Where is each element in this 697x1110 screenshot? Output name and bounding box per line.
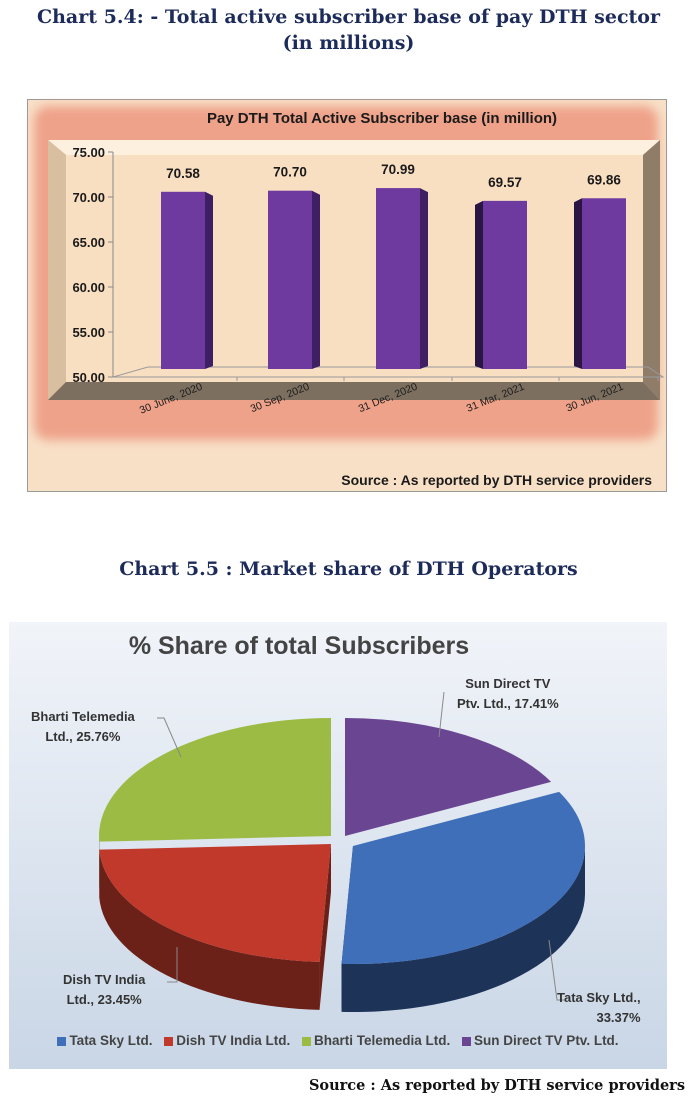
svg-text:70.00: 70.00 [72,190,105,205]
svg-text:69.57: 69.57 [488,175,522,190]
svg-text:69.86: 69.86 [587,172,621,187]
legend-label: Tata Sky Ltd. [69,1033,153,1048]
label-sun-direct: Sun Direct TV Ptv. Ltd., 17.41% [457,674,559,714]
label-tata-sky: Tata Sky Ltd., 33.37% [557,988,641,1028]
pie-chart-title: % Share of total Subscribers [128,632,470,660]
label-line: Bharti Telemedia [31,709,135,724]
pie-legend: Tata Sky Ltd. Dish TV India Ltd. Bharti … [9,1033,667,1048]
chart1-heading-line1: Chart 5.4: - Total active subscriber bas… [37,6,660,28]
svg-text:55.00: 55.00 [72,325,105,340]
label-line: 33.37% [596,1010,641,1025]
svg-text:65.00: 65.00 [72,235,105,250]
legend-sun-direct: Sun Direct TV Ptv. Ltd. [462,1033,619,1048]
legend-tata-sky: Tata Sky Ltd. [57,1033,152,1048]
legend-bharti: Bharti Telemedia Ltd. [302,1033,450,1048]
pie-chart-plot [99,691,586,1012]
label-line: Dish TV India [63,972,146,987]
legend-label: Bharti Telemedia Ltd. [314,1033,451,1048]
legend-label: Sun Direct TV Ptv. Ltd. [474,1033,619,1048]
label-line: Ptv. Ltd., 17.41% [457,696,559,711]
svg-text:75.00: 75.00 [72,145,105,160]
label-line: Tata Sky Ltd., [557,990,641,1005]
legend-swatch-icon [302,1037,311,1046]
svg-text:60.00: 60.00 [72,280,105,295]
legend-swatch-icon [462,1037,472,1046]
bar-chart-source: Source : As reported by DTH service prov… [341,472,652,488]
label-bharti: Bharti Telemedia Ltd., 25.76% [31,707,135,747]
bar-chart-title: Pay DTH Total Active Subscriber base (in… [206,110,558,127]
legend-dish-tv: Dish TV India Ltd. [164,1033,290,1048]
svg-text:70.70: 70.70 [273,165,307,180]
label-dish-tv: Dish TV India Ltd., 23.45% [63,970,145,1010]
chart1-heading: Chart 5.4: - Total active subscriber bas… [0,4,697,56]
svg-text:70.99: 70.99 [381,162,415,177]
legend-label: Dish TV India Ltd. [176,1033,291,1048]
chart1-heading-line2: (in millions) [282,32,415,54]
chart2-heading: Chart 5.5 : Market share of DTH Operator… [119,558,578,580]
label-line: Sun Direct TV [465,676,551,691]
svg-text:50.00: 50.00 [72,370,105,385]
legend-swatch-icon [57,1037,67,1046]
bar-chart: 75.00 70.00 65.00 60.00 55.00 50.00 70.58 30 Ju… [27,99,667,492]
svg-text:70.58: 70.58 [166,166,200,181]
pie-chart: % Share of total Subscribers Sun Direct … [9,622,667,1069]
label-line: Ltd., 23.45% [66,992,142,1007]
page-source-note: Source : As reported by DTH service prov… [308,1077,685,1094]
label-line: Ltd., 25.76% [45,729,121,744]
legend-swatch-icon [164,1037,174,1046]
